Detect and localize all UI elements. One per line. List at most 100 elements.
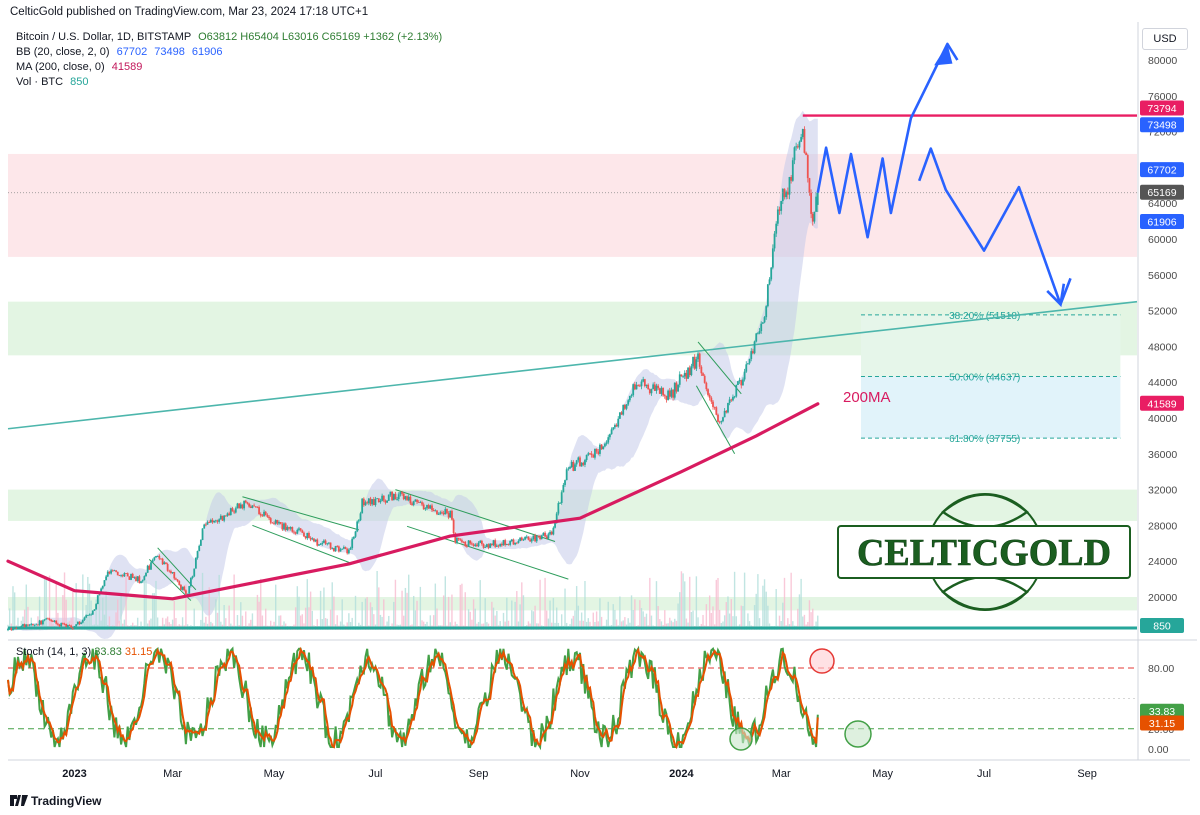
candle-body <box>366 502 369 504</box>
candle-body <box>357 520 360 522</box>
long-term-trendline[interactable] <box>7 300 1138 430</box>
candle-body <box>723 410 726 418</box>
candle-body <box>492 540 495 546</box>
candle-body <box>324 540 327 544</box>
candle-body <box>695 359 698 369</box>
candle-body <box>555 513 558 524</box>
volume-bar <box>275 584 277 630</box>
candle-body <box>545 536 548 539</box>
volume-bar <box>715 579 718 630</box>
time-tick-label: Sep <box>1077 768 1097 780</box>
candle-body <box>559 502 561 504</box>
price-badge[interactable] <box>1140 395 1184 411</box>
candle-body <box>121 575 124 577</box>
candle-body <box>123 573 126 577</box>
volume-bar <box>767 605 769 630</box>
volume-bar <box>27 606 29 630</box>
candle-body <box>642 379 645 382</box>
price-badge[interactable] <box>1140 184 1184 200</box>
volume-bar <box>584 580 586 630</box>
price-badge[interactable] <box>1140 117 1184 133</box>
price-badge[interactable] <box>1140 213 1184 229</box>
volume-bar <box>472 599 475 630</box>
volume-bar <box>708 595 711 630</box>
candle-body <box>658 388 661 394</box>
candle-body <box>253 505 255 507</box>
candle-body <box>426 505 428 509</box>
stoch-d-line[interactable] <box>7 646 819 750</box>
stoch-legend: Stoch (14, 1, 3) 33.83 31.15 <box>16 646 152 658</box>
publisher-line: CelticGold published on TradingView.com,… <box>10 6 369 18</box>
volume-bar <box>173 600 175 630</box>
volume-bar <box>492 607 495 630</box>
volume-bar <box>13 592 16 630</box>
candle-body <box>510 539 513 542</box>
price-badge[interactable] <box>1140 618 1184 633</box>
volume-bar <box>620 621 623 630</box>
volume-bar <box>600 616 603 630</box>
bb-label[interactable]: BB (20, close, 2, 0) <box>16 46 110 58</box>
stoch-badge[interactable] <box>1140 703 1184 719</box>
symbol-name[interactable]: Bitcoin / U.S. Dollar, 1D, BITSTAMP <box>16 31 192 43</box>
candle-body <box>146 565 149 573</box>
volume-bar <box>477 621 480 630</box>
ma-label[interactable]: MA (200, close, 0) <box>16 61 105 73</box>
channel-line[interactable] <box>395 489 556 542</box>
candle-body <box>199 540 202 546</box>
volume-bar <box>65 599 67 630</box>
candle-body <box>279 522 282 524</box>
volume-bar <box>677 603 679 630</box>
candle-body <box>326 543 329 545</box>
volume-bar <box>98 591 101 630</box>
stoch-tick-label: 0.00 <box>1148 744 1169 756</box>
candle-body <box>702 373 704 376</box>
candle-body <box>456 537 458 543</box>
channel-line[interactable] <box>148 559 192 601</box>
candle-body <box>597 451 600 454</box>
price-badge[interactable] <box>1140 100 1184 116</box>
vol-label[interactable]: Vol · BTC <box>16 76 64 88</box>
channel-line[interactable] <box>406 525 569 580</box>
ma200-label: 200MA <box>843 389 891 406</box>
stoch-badge[interactable] <box>1140 715 1184 731</box>
candle-body <box>467 540 470 547</box>
stoch-k-line[interactable] <box>7 645 819 751</box>
channel-line[interactable] <box>252 524 351 564</box>
candle-body <box>256 506 259 508</box>
bb-row: BB (20, close, 2, 0) 67702 73498 61906 <box>16 45 442 60</box>
projection-up-path[interactable] <box>816 42 959 239</box>
ma200-line[interactable] <box>6 402 820 601</box>
candle-body <box>138 576 141 584</box>
candle-body <box>436 510 438 515</box>
candle-body <box>296 529 299 534</box>
volume-bar <box>695 576 698 630</box>
bollinger-band-fill <box>8 110 818 640</box>
volume-bar <box>810 612 812 630</box>
volume-bar <box>298 596 300 630</box>
volume-bar <box>210 621 212 630</box>
tradingview-brand: TradingView <box>31 794 102 808</box>
tradingview-logo[interactable]: TradingView <box>10 794 101 808</box>
candle-body <box>775 223 778 234</box>
volume-bar <box>753 605 756 630</box>
candle-body <box>475 544 478 547</box>
candle-body <box>248 503 250 507</box>
candle-body <box>7 628 9 631</box>
volume-bar <box>692 610 694 630</box>
stoch-label[interactable]: Stoch (14, 1, 3) <box>16 646 92 658</box>
candle-body <box>760 323 763 332</box>
price-badge[interactable] <box>1140 162 1184 178</box>
channel-line[interactable] <box>695 385 736 455</box>
channel-line[interactable] <box>697 341 742 395</box>
channel-line[interactable] <box>157 547 197 591</box>
volume-bar <box>544 577 546 630</box>
currency-button[interactable]: USD <box>1142 28 1188 50</box>
candle-body <box>692 356 694 367</box>
volume-bar <box>371 607 373 630</box>
candle-body <box>13 627 16 629</box>
candle-body <box>520 537 523 541</box>
channel-line[interactable] <box>242 496 359 531</box>
candle-body <box>193 568 196 577</box>
